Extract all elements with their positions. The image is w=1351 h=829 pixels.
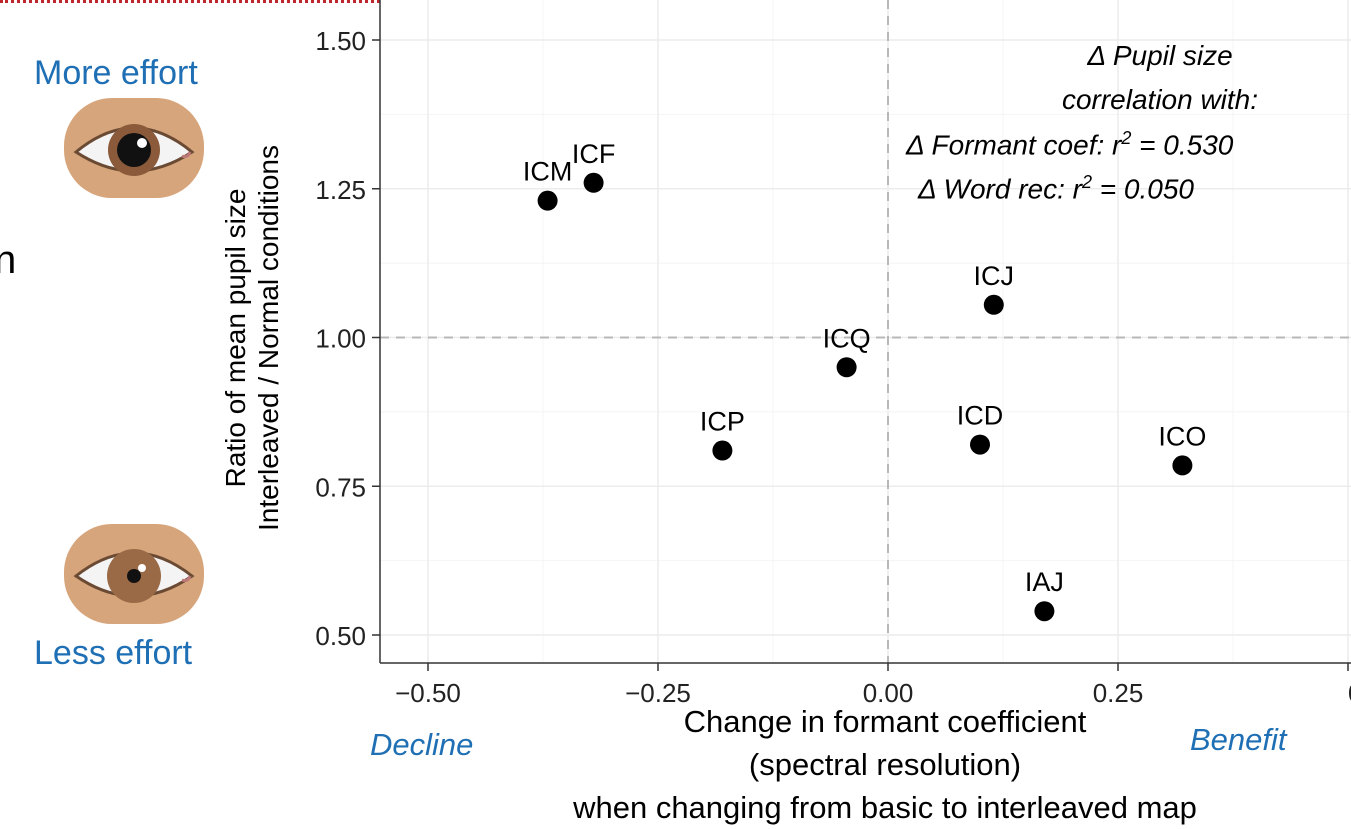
point-label-icq: ICQ <box>823 323 871 353</box>
decline-label: Decline <box>370 727 474 762</box>
x-tick-label: −0.50 <box>395 678 461 708</box>
annotation-line-4: Δ Word rec: r2 = 0.050 <box>918 172 1194 205</box>
x-axis-title-line-1: Change in formant coefficient <box>683 704 1087 739</box>
eye-dilated-icon <box>64 98 204 198</box>
y-tick-label: 1.25 <box>315 175 366 205</box>
annotation-line-3: Δ Formant coef: r2 = 0.530 <box>906 128 1234 161</box>
point-label-iaj: IAJ <box>1025 567 1064 597</box>
cut-off-letter: n <box>0 238 17 282</box>
y-tick-label: 1.00 <box>315 324 366 354</box>
y-tick-label: 1.50 <box>315 26 366 56</box>
data-point-ico <box>1172 455 1193 476</box>
x-tick-label: 0.25 <box>1093 678 1144 708</box>
annotation-line-2: correlation with: <box>1061 84 1259 115</box>
data-point-icd <box>970 434 990 455</box>
data-point-icj <box>983 294 1004 315</box>
annotation-line-1: Δ Pupil size <box>1087 40 1233 71</box>
x-axis-title-line-3: when changing from basic to interleaved … <box>573 790 1197 825</box>
y-axis-title-line-2: Interleaved / Normal conditions <box>253 145 284 531</box>
data-point-icf <box>583 172 604 193</box>
x-tick-label: 0.00 <box>863 678 914 708</box>
plot-panel <box>380 0 1351 663</box>
more-effort-label: More effort <box>34 54 198 92</box>
point-label-icp: ICP <box>700 407 745 437</box>
data-point-iaj <box>1034 601 1055 622</box>
data-point-icq <box>836 357 857 378</box>
data-point-icm <box>537 190 558 211</box>
benefit-label: Benefit <box>1190 722 1287 757</box>
x-axis-title-line-2: (spectral resolution) <box>748 747 1022 782</box>
point-label-icf: ICF <box>572 139 616 169</box>
x-tick-label: −0.25 <box>625 678 691 708</box>
point-label-icj: ICJ <box>974 261 1015 291</box>
less-effort-label: Less effort <box>34 634 193 672</box>
eye-constricted-icon <box>64 524 204 624</box>
point-label-ico: ICO <box>1158 421 1206 451</box>
y-tick-label: 0.75 <box>315 472 366 502</box>
y-tick-label: 0.50 <box>315 621 366 651</box>
point-label-icd: ICD <box>957 401 1004 431</box>
y-axis-title-line-1: Ratio of mean pupil size <box>220 189 251 488</box>
data-point-icp <box>712 440 733 461</box>
x-tick-label: 0.5 <box>1348 678 1351 708</box>
point-label-icm: ICM <box>523 157 573 187</box>
